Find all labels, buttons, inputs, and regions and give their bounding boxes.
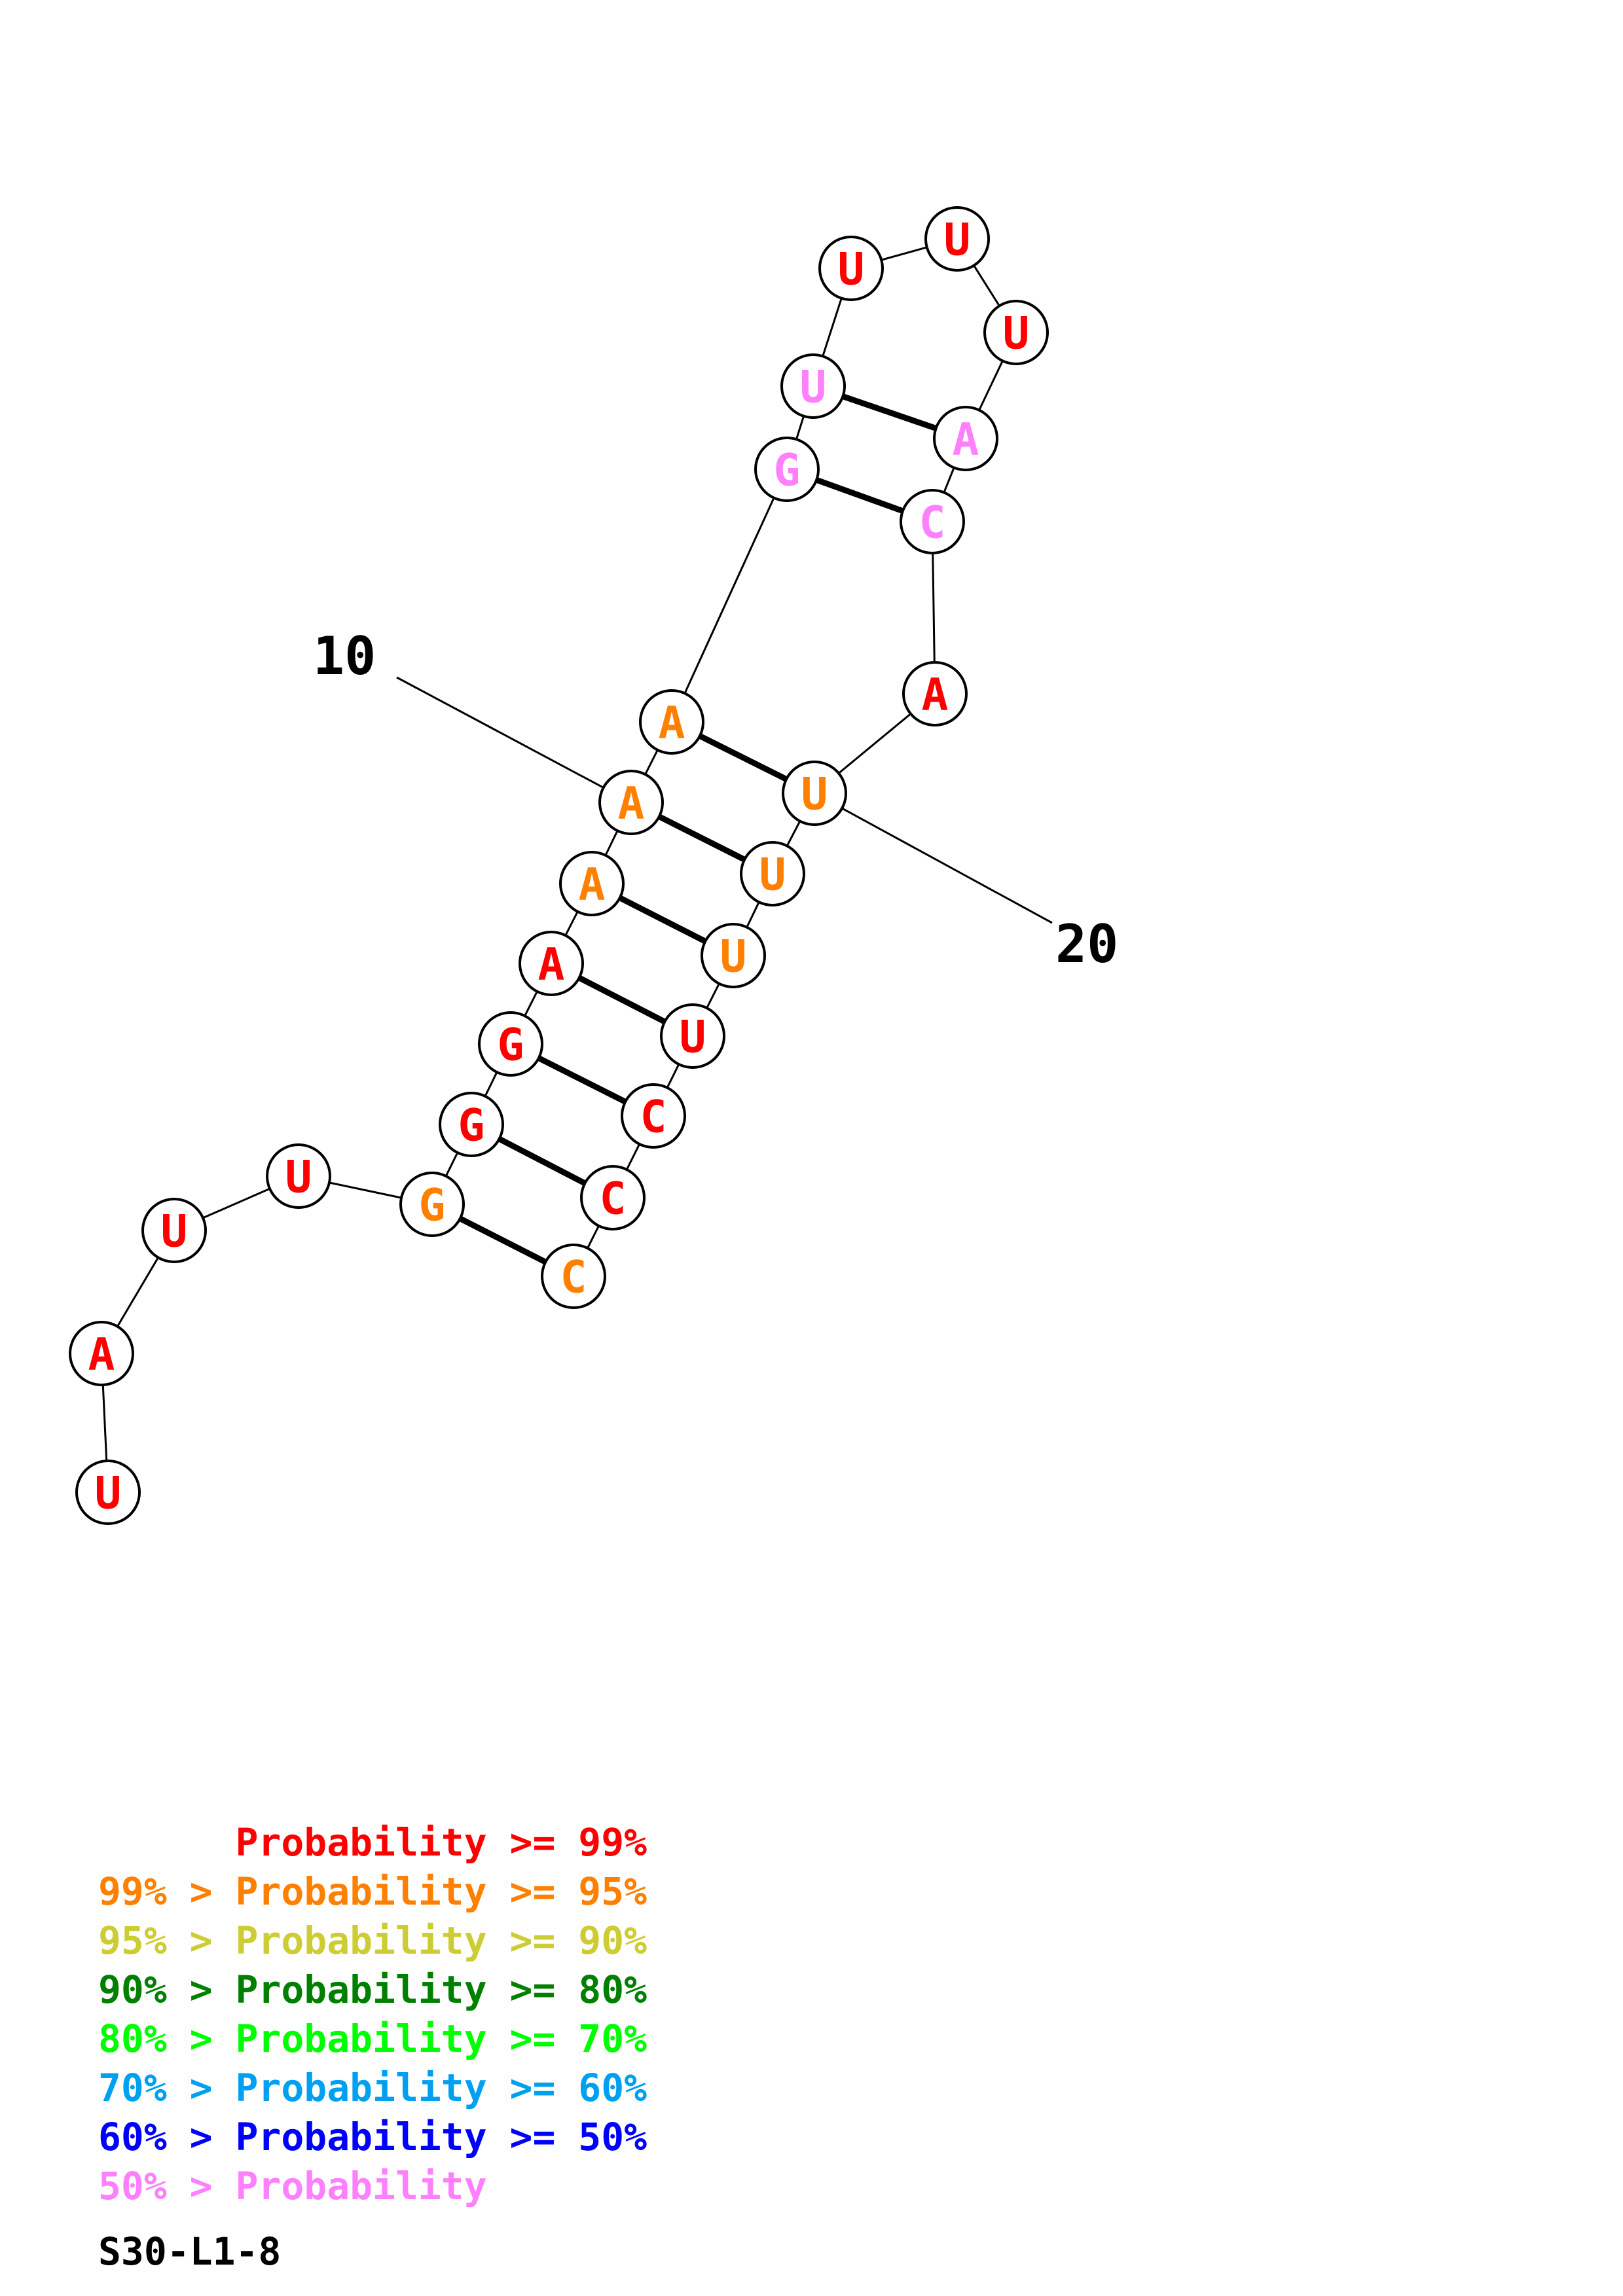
nucleotide-20: U — [782, 761, 847, 826]
nucleotide-circle — [69, 1321, 134, 1386]
nucleotide-22: U — [701, 923, 766, 988]
nucleotide-circle — [639, 689, 704, 755]
legend-entry: 80% > Probability >= 70% — [98, 2017, 647, 2061]
nucleotide-circle — [559, 851, 625, 916]
position-label-20: 20 — [1055, 914, 1118, 975]
position-label-10: 10 — [313, 626, 376, 687]
nucleotide-base: A — [659, 698, 685, 749]
nucleotide-circle — [439, 1092, 504, 1157]
legend-entry: 70% > Probability >= 60% — [98, 2066, 647, 2110]
nucleotide-base: A — [538, 939, 565, 991]
nucleotide-circle — [780, 353, 846, 419]
nucleotide-circle — [580, 1165, 646, 1230]
position-ticks: 10 20 — [313, 626, 1118, 975]
structure-id-label: S30-L1-8 — [98, 2229, 281, 2274]
backbone-segment — [670, 469, 788, 723]
nucleotide-circle — [983, 300, 1049, 365]
nucleotide-circle — [75, 1460, 141, 1525]
nucleotide-base: U — [800, 362, 827, 414]
nucleotide-26: C — [541, 1244, 606, 1309]
nucleotide-base: A — [922, 670, 949, 721]
nucleotide-19: A — [902, 661, 968, 726]
nucleotide-base: U — [1003, 308, 1030, 360]
nucleotide-circle — [933, 406, 998, 471]
nucleotide-circle — [782, 761, 847, 826]
nucleotide-circle — [598, 770, 664, 835]
nucleotide-base: G — [498, 1020, 524, 1071]
position-tick-20 — [814, 792, 1053, 924]
nucleotide-base: G — [774, 445, 801, 497]
nucleotide-circle — [478, 1011, 543, 1077]
nucleotide-base: C — [919, 497, 946, 549]
position-tick-10 — [396, 676, 632, 804]
nucleotide-18: C — [900, 489, 965, 554]
nucleotide-1: U — [75, 1460, 141, 1525]
legend-entry: Probability >= 99% — [98, 1820, 647, 1865]
legend-entry: 95% > Probability >= 90% — [98, 1918, 647, 1963]
legend-entry: 50% > Probability — [98, 2164, 487, 2208]
nucleotide-circle — [924, 206, 990, 272]
nucleotide-circle — [141, 1198, 207, 1263]
legend-entry: 90% > Probability >= 80% — [98, 1967, 647, 2012]
nucleotide-circle — [902, 661, 968, 726]
nucleotide-circle — [701, 923, 766, 988]
probability-legend: Probability >= 99%99% > Probability >= 9… — [98, 1820, 647, 2208]
nucleotide-base: A — [88, 1329, 115, 1381]
nucleotide-3: U — [141, 1198, 207, 1263]
nucleotide-circle — [740, 841, 805, 906]
nucleotide-15: U — [924, 206, 990, 272]
nucleotide-21: U — [740, 841, 805, 906]
nucleotide-11: A — [639, 689, 704, 755]
nucleotide-base: U — [838, 244, 865, 296]
nucleotide-24: C — [621, 1083, 686, 1149]
nucleotide-25: C — [580, 1165, 646, 1230]
nucleotide-9: A — [559, 851, 625, 916]
nucleotide-circle — [266, 1143, 331, 1209]
legend-entry: 99% > Probability >= 95% — [98, 1869, 647, 1914]
nucleotide-circle — [900, 489, 965, 554]
nucleotide-14: U — [818, 236, 884, 301]
nucleotide-23: U — [660, 1003, 725, 1069]
nucleotide-base: A — [618, 778, 645, 830]
nucleotide-base: U — [680, 1012, 706, 1064]
nucleotide-16: U — [983, 300, 1049, 365]
nucleotide-circle — [818, 236, 884, 301]
nucleotide-6: G — [439, 1092, 504, 1157]
nucleotide-17: A — [933, 406, 998, 471]
nucleotide-base: G — [458, 1100, 485, 1152]
nucleotide-circle — [541, 1244, 606, 1309]
nucleotide-8: A — [519, 931, 584, 996]
nucleotide-5: G — [399, 1172, 465, 1237]
nucleotide-base: C — [640, 1092, 667, 1143]
nucleotide-base: U — [720, 931, 747, 983]
nucleotide-base: U — [759, 850, 786, 901]
nucleotide-2: A — [69, 1321, 134, 1386]
nucleotide-12: G — [754, 437, 820, 502]
nucleotide-base: U — [161, 1206, 188, 1258]
nucleotide-base: U — [95, 1468, 122, 1520]
nucleotide-4: U — [266, 1143, 331, 1209]
nucleotide-circle — [660, 1003, 725, 1069]
nucleotide-circle — [621, 1083, 686, 1149]
nucleotide-base: U — [801, 769, 828, 821]
nucleotide-7: G — [478, 1011, 543, 1077]
nucleotide-10: A — [598, 770, 664, 835]
nucleotide-base: G — [419, 1180, 446, 1232]
nucleotide-13: U — [780, 353, 846, 419]
nucleotide-base: A — [953, 414, 979, 466]
nucleotide-base: A — [579, 859, 606, 911]
nucleotide-base: U — [285, 1152, 312, 1204]
nucleotide-base: C — [560, 1252, 587, 1304]
nucleotide-base: U — [944, 215, 971, 266]
nucleotide-circle — [519, 931, 584, 996]
nucleotide-circle — [399, 1172, 465, 1237]
legend-entry: 60% > Probability >= 50% — [98, 2115, 647, 2159]
nucleotide-base: C — [600, 1174, 627, 1225]
nucleotide-circle — [754, 437, 820, 502]
